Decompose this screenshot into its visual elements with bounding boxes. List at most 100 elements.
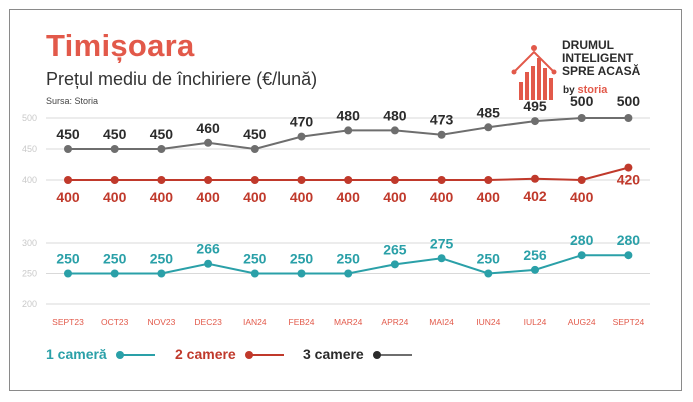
data-point-3-camere-2 — [157, 145, 166, 153]
data-label-3-camere-1: 450 — [103, 126, 127, 142]
data-label-1-camera-11: 280 — [570, 232, 594, 248]
x-tick-label-iul24: IUL24 — [524, 317, 547, 327]
chart-frame — [9, 9, 682, 391]
data-point-1-camera-0 — [64, 269, 72, 278]
data-label-3-camere-0: 450 — [56, 126, 80, 142]
data-point-3-camere-9 — [484, 123, 493, 132]
y-tick-label-400: 400 — [22, 175, 37, 185]
legend-item-3-camere: 3 camere — [303, 346, 414, 362]
brand-byline: by storia — [563, 84, 607, 96]
data-label-2-camere-11: 400 — [570, 189, 594, 205]
data-point-3-camere-4 — [250, 145, 259, 153]
chart-subtitle: Prețul mediu de închiriere (€/lună) — [46, 69, 318, 89]
data-label-2-camere-7: 400 — [383, 189, 407, 205]
data-point-2-camere-0 — [64, 176, 72, 184]
data-point-3-camere-8 — [437, 130, 446, 139]
legend-swatch-3-camere — [372, 351, 412, 360]
data-label-1-camera-0: 250 — [56, 251, 80, 267]
data-point-3-camere-10 — [531, 117, 539, 126]
data-point-3-camere-3 — [204, 138, 213, 147]
x-tick-label-mar24: MAR24 — [334, 317, 363, 327]
data-point-2-camere-5 — [297, 176, 306, 184]
x-tick-label-aug24: AUG24 — [568, 317, 596, 327]
data-label-1-camera-6: 250 — [337, 251, 361, 267]
chart-title: Timișoara — [46, 28, 195, 63]
data-point-1-camera-8 — [437, 254, 446, 263]
data-point-1-camera-9 — [484, 269, 493, 278]
data-label-3-camere-10: 495 — [523, 98, 547, 114]
house-chart-logo-icon — [511, 45, 557, 100]
x-tick-label-ian24: IAN24 — [243, 317, 267, 327]
data-label-3-camere-8: 473 — [430, 112, 454, 128]
y-tick-label-300: 300 — [22, 238, 37, 248]
data-point-1-camera-12 — [624, 251, 633, 260]
y-tick-label-200: 200 — [22, 299, 37, 309]
data-label-3-camere-5: 470 — [290, 114, 314, 130]
data-label-2-camere-8: 400 — [430, 189, 454, 205]
y-tick-label-250: 250 — [22, 269, 37, 279]
data-label-1-camera-3: 266 — [196, 241, 220, 257]
data-point-1-camera-7 — [390, 260, 399, 269]
legend-label-3-camere: 3 camere — [303, 346, 364, 362]
x-tick-label-apr24: APR24 — [381, 317, 408, 327]
brand-line-3: SPRE ACASĂ — [562, 64, 641, 78]
data-point-3-camere-11 — [577, 114, 586, 122]
data-label-3-camere-2: 450 — [150, 126, 174, 142]
data-label-2-camere-6: 400 — [337, 189, 361, 205]
data-label-1-camera-12: 280 — [617, 232, 641, 248]
data-point-1-camera-2 — [157, 269, 166, 278]
data-point-2-camere-1 — [110, 176, 119, 184]
data-label-2-camere-9: 400 — [477, 189, 501, 205]
data-point-2-camere-6 — [344, 176, 353, 184]
data-point-3-camere-5 — [297, 132, 306, 141]
data-label-2-camere-12: 420 — [617, 172, 641, 188]
data-label-1-camera-1: 250 — [103, 251, 127, 267]
legend-item-1-camera: 1 cameră — [46, 346, 157, 362]
data-label-2-camere-5: 400 — [290, 189, 314, 205]
x-tick-label-oct23: OCT23 — [101, 317, 129, 327]
data-point-2-camere-7 — [390, 176, 399, 184]
data-label-3-camere-6: 480 — [337, 107, 361, 123]
x-tick-label-sept24: SEPT24 — [613, 317, 645, 327]
data-label-3-camere-9: 485 — [477, 104, 501, 120]
data-label-2-camere-2: 400 — [150, 189, 174, 205]
data-point-1-camera-1 — [110, 269, 119, 278]
data-point-2-camere-2 — [157, 176, 166, 184]
data-label-1-camera-5: 250 — [290, 251, 314, 267]
data-point-2-camere-4 — [250, 176, 259, 184]
legend-item-2-camere: 2 camere — [175, 346, 286, 362]
data-label-1-camera-9: 250 — [477, 251, 501, 267]
chart-source: Sursa: Storia — [46, 96, 99, 106]
data-point-2-camere-3 — [204, 176, 213, 184]
data-label-2-camere-3: 400 — [196, 189, 220, 205]
x-tick-label-iun24: IUN24 — [476, 317, 500, 327]
data-point-2-camere-11 — [577, 176, 586, 184]
x-tick-label-sept23: SEPT23 — [52, 317, 84, 327]
data-point-1-camera-11 — [577, 251, 586, 260]
data-point-2-camere-8 — [437, 176, 446, 184]
data-label-3-camere-4: 450 — [243, 126, 267, 142]
x-tick-label-feb24: FEB24 — [289, 317, 315, 327]
brand-line-2: INTELIGENT — [562, 51, 634, 65]
data-point-1-camera-4 — [250, 269, 259, 278]
legend-swatch-1-camera — [115, 351, 155, 360]
y-tick-label-450: 450 — [22, 144, 37, 154]
brand-tagline: DRUMUL INTELIGENT SPRE ACASĂ — [562, 39, 640, 78]
data-label-1-camera-7: 265 — [383, 241, 407, 257]
data-label-3-camere-11: 500 — [570, 93, 594, 109]
data-point-2-camere-10 — [531, 174, 539, 183]
x-tick-label-mai24: MAI24 — [429, 317, 454, 327]
legend-swatch-2-camere — [244, 351, 284, 360]
data-label-3-camere-3: 460 — [196, 120, 220, 136]
brand-by: by — [563, 85, 575, 96]
data-point-1-camera-6 — [344, 269, 353, 278]
data-point-3-camere-7 — [390, 126, 399, 135]
data-point-2-camere-12 — [624, 163, 633, 172]
legend-label-1-camera: 1 cameră — [46, 346, 107, 362]
brand-line-1: DRUMUL — [562, 38, 614, 52]
data-point-1-camera-10 — [531, 265, 539, 274]
data-point-3-camere-6 — [344, 126, 353, 135]
data-label-1-camera-2: 250 — [150, 251, 174, 267]
data-label-2-camere-0: 400 — [56, 189, 80, 205]
